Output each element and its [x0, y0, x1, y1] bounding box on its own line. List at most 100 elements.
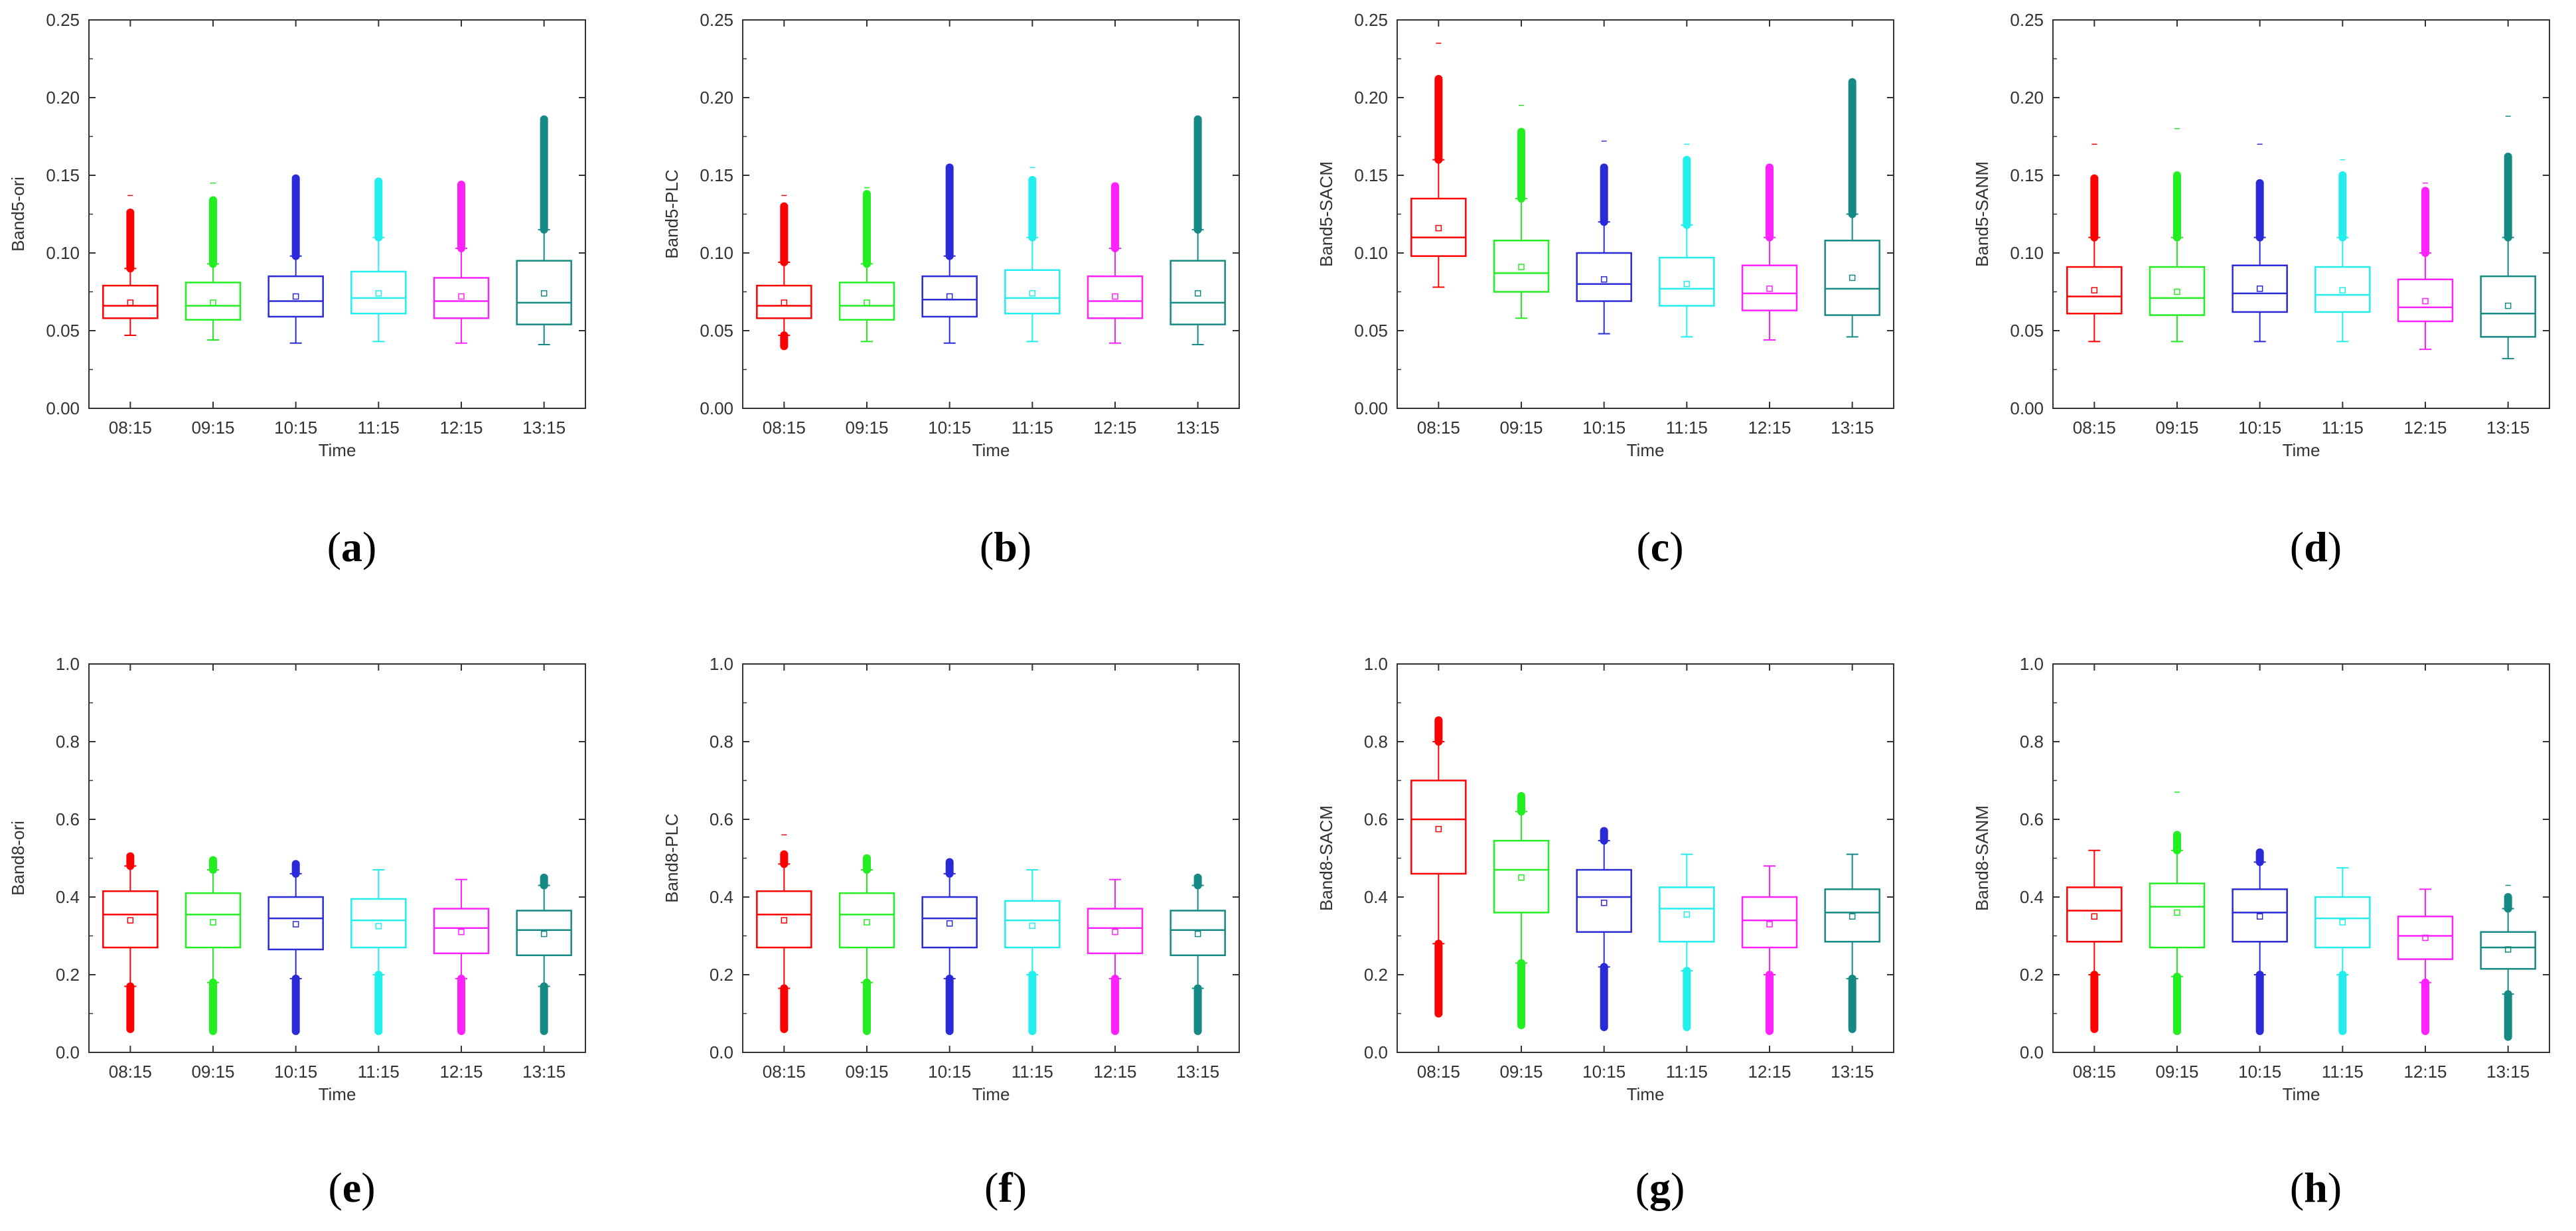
mean-marker [2174, 288, 2180, 295]
y-tick-label: 0.6 [1364, 809, 1388, 829]
x-tick-label: 08:15 [1417, 418, 1460, 438]
y-tick-label: 0.25 [700, 10, 733, 30]
y-tick-label: 0.05 [1354, 321, 1388, 341]
panel-label-open: ( [1636, 523, 1650, 570]
box-iqr [267, 896, 324, 951]
y-tick-label: 0.25 [46, 10, 80, 30]
box-1315 [2480, 116, 2536, 360]
mean-marker [1849, 913, 1856, 920]
chart-panel-h: 0.0 0.2 0.4 0.6 0.8 1.0 Band8-SANM 08:15 09:15 10… [1972, 654, 2550, 1211]
y-tick-label: 0.25 [1354, 10, 1388, 30]
y-axis-title: Band5-ori [8, 177, 28, 252]
y-tick-label: 0.05 [2010, 321, 2044, 341]
y-tick-label: 0.0 [710, 1042, 733, 1062]
y-tick-label: 0.2 [56, 965, 80, 985]
mean-marker [1435, 224, 1442, 232]
mean-marker [2422, 297, 2429, 305]
box-1015 [267, 860, 324, 1035]
box-iqr [1087, 275, 1144, 319]
x-tick-label: 13:15 [2486, 1062, 2530, 1082]
box-iqr [1824, 240, 1880, 316]
mean-marker [1194, 290, 1201, 297]
mean-marker [2422, 934, 2429, 942]
box-1315 [1170, 115, 1226, 346]
y-tick-label: 0.4 [2020, 887, 2044, 907]
box-iqr [2232, 888, 2288, 943]
box-iqr [2397, 278, 2454, 323]
box-1315 [2480, 884, 2536, 1041]
y-tick-label: 0.2 [2020, 965, 2044, 985]
mean-marker [946, 293, 953, 300]
y-tick-label: 0.15 [2010, 165, 2044, 185]
x-tick-label: 12:15 [2403, 418, 2447, 438]
x-axis-title: Time [319, 1084, 356, 1104]
mean-marker [1112, 293, 1118, 300]
panel-label-open: ( [327, 523, 341, 570]
box-1315 [516, 873, 572, 1035]
box-iqr [1087, 908, 1144, 955]
y-tick-label: 0.00 [2010, 398, 2044, 418]
box-iqr [2480, 275, 2536, 338]
box-1215 [1741, 865, 1798, 1035]
x-tick-label: 11:15 [1666, 1062, 1708, 1082]
mean-marker [127, 917, 134, 924]
box-1115 [350, 177, 407, 343]
box-0815 [2066, 143, 2123, 343]
box-1215 [433, 181, 490, 344]
box-iqr [433, 277, 490, 319]
chart-panel-e: 0.0 0.2 0.4 0.6 0.8 1.0 Band8-ori 08:15 09:15 10:… [8, 654, 586, 1211]
mean-marker [1600, 276, 1608, 283]
plot-frame [2052, 663, 2550, 1053]
y-tick-label: 0.0 [2020, 1042, 2044, 1062]
mean-marker [946, 920, 953, 927]
panel-label-letter: b [994, 523, 1018, 570]
mean-marker [540, 930, 548, 938]
x-tick-label: 11:15 [2322, 418, 2364, 438]
panel-label-close: ) [1013, 1164, 1027, 1211]
x-axis-title: Time [2283, 440, 2320, 460]
x-axis-title: Time [2283, 1084, 2320, 1104]
box-1015 [2232, 143, 2288, 343]
panel-label: (f) [984, 1164, 1027, 1211]
mean-marker [1600, 900, 1608, 906]
y-tick-label: 0.4 [56, 887, 80, 907]
box-1215 [1087, 182, 1144, 344]
box-iqr [1659, 256, 1715, 307]
x-tick-label: 11:15 [1012, 418, 1053, 438]
box-1215 [2397, 182, 2454, 351]
y-tick-label: 1.0 [2020, 654, 2044, 674]
mean-marker [1683, 911, 1691, 918]
x-tick-label: 10:15 [2238, 418, 2281, 438]
box-iqr [516, 260, 572, 325]
box-iqr [1493, 839, 1550, 914]
y-axis-title: Band8-PLC [662, 813, 682, 902]
mean-marker [292, 921, 299, 928]
y-tick-label: 0.6 [2020, 809, 2044, 829]
plot-frame [2052, 19, 2550, 409]
y-axis-title: Band8-SANM [1972, 805, 1992, 911]
box-iqr [350, 898, 407, 949]
y-tick-label: 0.05 [46, 321, 80, 341]
box-0915 [1493, 791, 1550, 1030]
panel-label-letter: f [998, 1164, 1013, 1211]
box-iqr [433, 908, 490, 955]
box-iqr [2149, 266, 2206, 316]
box-iqr [921, 896, 978, 949]
panel-label-open: ( [2290, 1164, 2304, 1211]
x-tick-label: 13:15 [1176, 418, 1219, 438]
plot-frame [742, 19, 1240, 409]
y-tick-label: 0.8 [1364, 732, 1388, 752]
mean-marker [375, 923, 382, 930]
box-1115 [1659, 853, 1715, 1031]
mean-marker [2504, 302, 2512, 309]
mean-marker [1766, 286, 1773, 292]
box-1315 [1824, 78, 1880, 338]
x-tick-label: 09:15 [1499, 1062, 1543, 1082]
box-1215 [433, 878, 490, 1035]
mean-marker [2339, 919, 2346, 926]
y-tick-label: 0.20 [1354, 88, 1388, 108]
box-iqr [756, 890, 812, 949]
box-iqr [1410, 197, 1467, 257]
panel-label-letter: c [1651, 523, 1669, 570]
panel-label: (d) [2290, 523, 2342, 570]
